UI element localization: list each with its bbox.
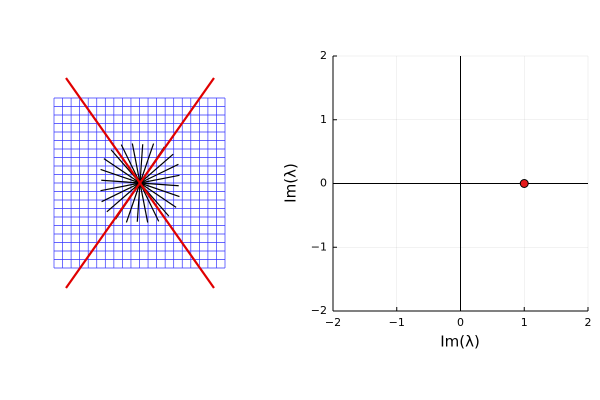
- point: [519, 179, 529, 188]
- star-line: [139, 163, 179, 184]
- star-line: [106, 182, 141, 213]
- left-panel: [53, 77, 226, 289]
- star-line: [125, 182, 141, 223]
- star-line: [120, 144, 141, 184]
- y-tick-label: −1: [311, 240, 327, 253]
- y-tick-label: 1: [320, 113, 327, 126]
- y-tick-label: 2: [320, 49, 327, 62]
- y-axis-label: Im(λ): [282, 163, 300, 203]
- star-line: [139, 182, 149, 223]
- star-line: [103, 158, 141, 184]
- y-tick-label: 0: [320, 177, 327, 190]
- star-line: [139, 143, 155, 184]
- star-line: [101, 179, 141, 184]
- star-line: [139, 144, 144, 184]
- x-axis-label: Im(λ): [440, 333, 480, 351]
- y-tick-label: −2: [311, 304, 327, 317]
- star-line: [101, 182, 141, 203]
- star-line: [139, 182, 160, 222]
- star-line: [100, 182, 141, 192]
- star-line: [100, 168, 141, 184]
- star-line: [136, 182, 141, 222]
- red-line: [65, 77, 215, 289]
- x-tick-label: 2: [585, 316, 592, 329]
- star-line: [139, 182, 179, 187]
- star-line: [131, 143, 141, 184]
- x-tick-label: 1: [521, 316, 528, 329]
- star-line: [139, 182, 180, 198]
- star-line: [139, 174, 180, 184]
- x-tick-label: −2: [325, 316, 341, 329]
- star-line: [139, 153, 174, 184]
- x-tick-label: 0: [457, 316, 464, 329]
- x-tick-label: −1: [389, 316, 405, 329]
- star-line: [139, 182, 177, 208]
